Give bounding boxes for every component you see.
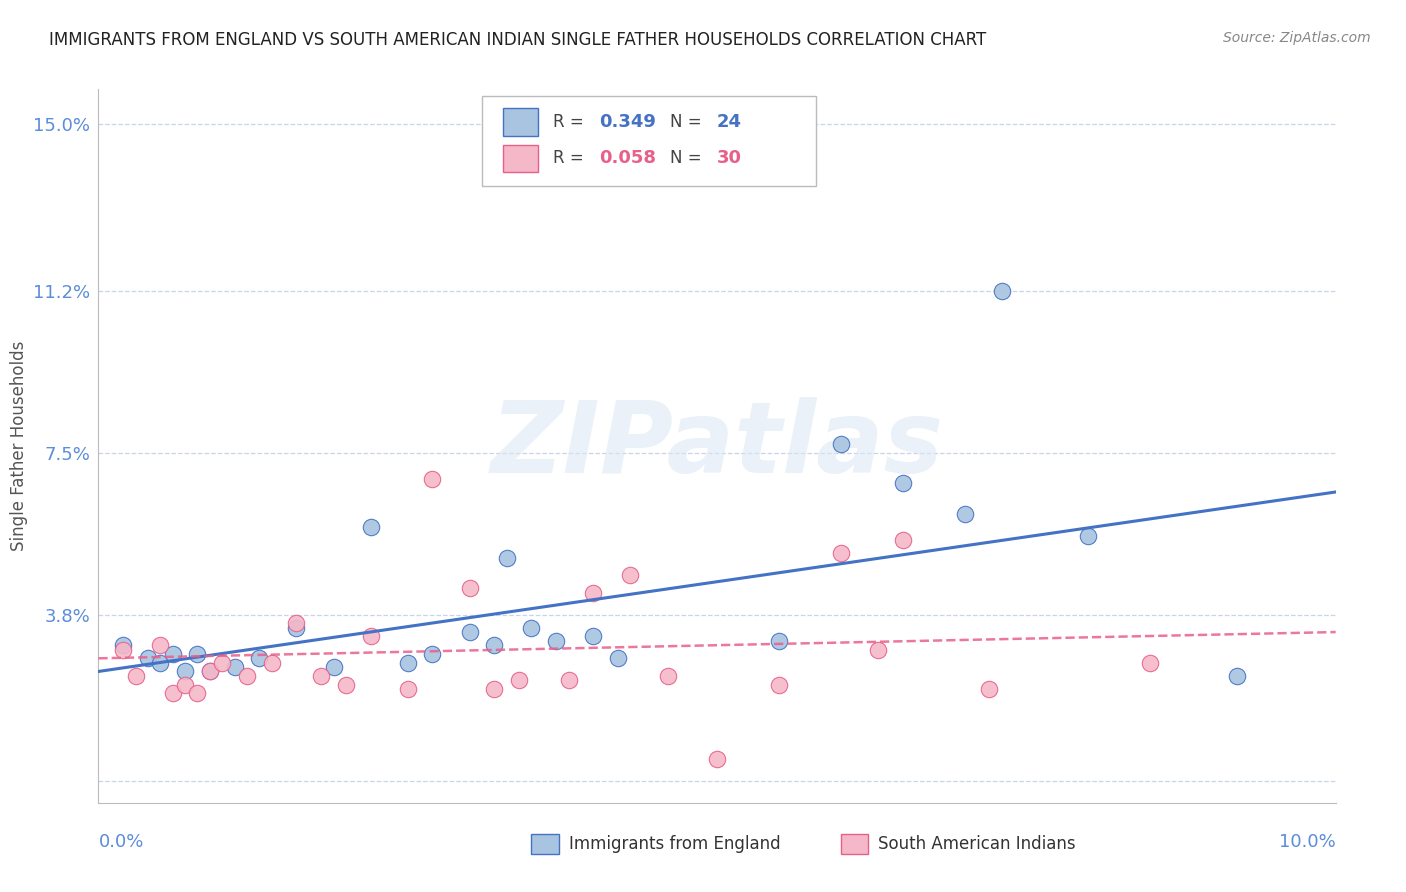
Point <box>360 520 382 534</box>
FancyBboxPatch shape <box>482 96 815 186</box>
Text: R =: R = <box>553 113 589 131</box>
Point <box>582 585 605 599</box>
Text: 0.349: 0.349 <box>599 113 657 131</box>
Point <box>979 681 1001 696</box>
Point <box>198 665 221 679</box>
Point <box>495 550 517 565</box>
Point <box>458 625 481 640</box>
Point <box>557 673 579 688</box>
Point <box>396 656 419 670</box>
Text: South American Indians: South American Indians <box>877 835 1076 853</box>
Point <box>422 472 444 486</box>
Point <box>112 642 135 657</box>
Point <box>322 660 344 674</box>
Point <box>1139 656 1161 670</box>
Point <box>360 629 382 643</box>
Point <box>768 677 790 691</box>
Point <box>247 651 270 665</box>
Point <box>162 647 184 661</box>
Text: 24: 24 <box>717 113 742 131</box>
Point <box>186 686 208 700</box>
Point <box>891 476 914 491</box>
Point <box>198 665 221 679</box>
Text: N =: N = <box>671 113 707 131</box>
Text: Source: ZipAtlas.com: Source: ZipAtlas.com <box>1223 31 1371 45</box>
Point <box>396 681 419 696</box>
Point <box>236 669 259 683</box>
Point <box>112 638 135 652</box>
Point <box>211 656 233 670</box>
Text: 30: 30 <box>717 150 742 168</box>
Point <box>830 437 852 451</box>
Point <box>149 638 172 652</box>
Point <box>484 638 506 652</box>
Point <box>619 568 641 582</box>
Point <box>582 629 605 643</box>
Point <box>149 656 172 670</box>
Point <box>830 546 852 560</box>
FancyBboxPatch shape <box>503 109 537 136</box>
Point <box>607 651 630 665</box>
Point <box>422 647 444 661</box>
Point <box>520 621 543 635</box>
Text: IMMIGRANTS FROM ENGLAND VS SOUTH AMERICAN INDIAN SINGLE FATHER HOUSEHOLDS CORREL: IMMIGRANTS FROM ENGLAND VS SOUTH AMERICA… <box>49 31 987 49</box>
Point <box>1077 529 1099 543</box>
Point <box>953 507 976 521</box>
Point <box>546 633 568 648</box>
Point <box>309 669 332 683</box>
Point <box>657 669 679 683</box>
Point <box>186 647 208 661</box>
Point <box>162 686 184 700</box>
FancyBboxPatch shape <box>841 834 868 855</box>
Point <box>174 677 197 691</box>
Point <box>124 669 146 683</box>
Point <box>768 633 790 648</box>
Point <box>891 533 914 548</box>
FancyBboxPatch shape <box>503 145 537 172</box>
Text: N =: N = <box>671 150 707 168</box>
Text: 10.0%: 10.0% <box>1279 833 1336 851</box>
Text: R =: R = <box>553 150 589 168</box>
Point <box>224 660 246 674</box>
Point <box>285 616 308 631</box>
Point <box>136 651 159 665</box>
Point <box>508 673 530 688</box>
Point <box>990 284 1012 298</box>
Point <box>484 681 506 696</box>
Text: ZIPatlas: ZIPatlas <box>491 398 943 494</box>
Point <box>335 677 357 691</box>
Point <box>285 621 308 635</box>
Point <box>458 582 481 596</box>
Y-axis label: Single Father Households: Single Father Households <box>10 341 28 551</box>
Text: Immigrants from England: Immigrants from England <box>568 835 780 853</box>
Point <box>174 665 197 679</box>
Point <box>866 642 889 657</box>
Point <box>706 752 728 766</box>
Text: 0.058: 0.058 <box>599 150 657 168</box>
Text: 0.0%: 0.0% <box>98 833 143 851</box>
FancyBboxPatch shape <box>531 834 558 855</box>
Point <box>1226 669 1249 683</box>
Point <box>260 656 283 670</box>
